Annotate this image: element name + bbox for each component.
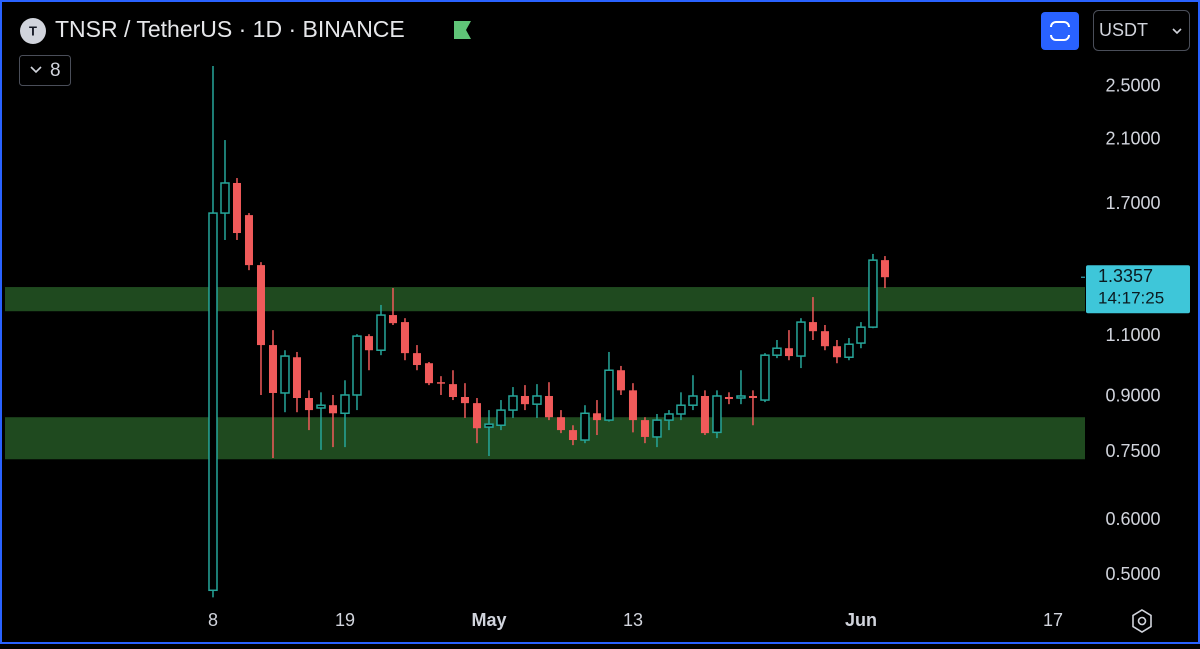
candle-body	[808, 322, 817, 332]
candle-body	[724, 396, 733, 400]
plot-area	[5, 66, 1089, 603]
currency-select[interactable]: USDT	[1093, 10, 1190, 51]
settings-button[interactable]	[1132, 609, 1152, 633]
chart-title: TNSR / TetherUS · 1D · BINANCE	[55, 16, 405, 42]
candle-body	[832, 346, 841, 358]
candle-body	[460, 396, 469, 404]
candle-body	[652, 419, 662, 438]
y-tick-label: 0.6000	[1105, 509, 1160, 529]
candle-body	[640, 420, 649, 437]
candle-body	[424, 363, 433, 384]
x-tick-label: May	[471, 610, 506, 630]
indicator-toggle[interactable]: 8	[19, 55, 71, 86]
countdown-label: 14:17:25	[1098, 289, 1164, 308]
candle-body	[280, 355, 290, 394]
candle-body	[232, 182, 241, 234]
candle-body	[412, 353, 421, 366]
indicator-button[interactable]	[19, 55, 71, 86]
candle-body	[484, 423, 494, 428]
candle-body	[508, 395, 518, 411]
y-tick-label: 0.7500	[1105, 441, 1160, 461]
candle-body	[292, 357, 301, 399]
candle-body	[352, 335, 362, 396]
candle-body	[664, 413, 674, 421]
candle-body	[628, 390, 637, 421]
y-tick-label: 0.5000	[1105, 564, 1160, 584]
support-zone	[5, 287, 1085, 312]
fullscreen-icon-gap	[1049, 27, 1071, 35]
settings-icon-dot	[1137, 616, 1147, 626]
candle-body	[736, 395, 746, 399]
candle-body	[544, 395, 553, 418]
y-tick-label: 1.7000	[1105, 193, 1160, 213]
candle-body	[784, 348, 793, 357]
candle-body	[340, 394, 350, 415]
fullscreen-button[interactable]	[1041, 12, 1079, 50]
indicator-count: 8	[50, 60, 61, 81]
settings-icon[interactable]	[1132, 609, 1152, 633]
currency-dropdown[interactable]	[1093, 10, 1190, 51]
candle-body	[556, 417, 565, 431]
candle-body	[328, 405, 337, 414]
candle-body	[748, 395, 757, 399]
candle-body	[208, 212, 218, 592]
candle-body	[772, 347, 782, 356]
y-tick-label: 2.1000	[1105, 129, 1160, 149]
last-price-label: 1.3357	[1098, 266, 1153, 286]
candle-body	[472, 403, 481, 429]
candle-body	[592, 413, 601, 421]
candle-body	[364, 336, 373, 351]
candle-body	[616, 370, 625, 391]
quote-currency: USDT	[1099, 20, 1148, 40]
flag-icon[interactable]	[454, 21, 471, 39]
candle-body	[268, 345, 277, 393]
candle-body	[820, 331, 829, 347]
chevron-icon	[30, 66, 42, 74]
candle-body	[856, 326, 866, 344]
candle-body	[700, 395, 709, 434]
symbol-badge: T	[29, 23, 37, 38]
candle-body	[388, 315, 397, 324]
candle-body	[400, 322, 409, 354]
candle-body	[244, 215, 253, 266]
candle-body	[796, 321, 806, 357]
chevron-icon	[1172, 28, 1182, 35]
candle-body	[448, 384, 457, 397]
candle-body	[256, 265, 265, 346]
support-zone	[5, 417, 1085, 460]
candle-body	[520, 395, 529, 405]
candle-body	[316, 404, 326, 409]
candle-body	[880, 260, 889, 278]
x-tick-label: Jun	[845, 610, 877, 630]
candle-body	[844, 343, 854, 358]
x-tick-label: 19	[335, 610, 355, 630]
y-tick-label: 0.9000	[1105, 386, 1160, 406]
candle-body	[376, 314, 386, 351]
candle-body	[712, 395, 722, 434]
y-tick-label: 2.5000	[1105, 76, 1160, 96]
candle-body	[604, 369, 614, 421]
candle-body	[568, 430, 577, 441]
candle-body	[676, 404, 686, 415]
candle-body	[868, 259, 878, 328]
candle-body	[532, 395, 542, 405]
x-tick-label: 8	[208, 610, 218, 630]
candle-body	[436, 382, 445, 384]
candle-body	[760, 354, 770, 401]
candle-body	[580, 412, 590, 441]
candle-body	[688, 395, 698, 406]
y-tick-label: 1.1000	[1105, 325, 1160, 345]
symbol-logo	[20, 18, 46, 44]
candle-body	[304, 398, 313, 411]
x-tick-label: 13	[623, 610, 643, 630]
x-tick-label: 17	[1043, 610, 1063, 630]
candle-body	[220, 182, 230, 214]
candle-body	[496, 409, 506, 426]
price-tag	[1086, 265, 1190, 314]
